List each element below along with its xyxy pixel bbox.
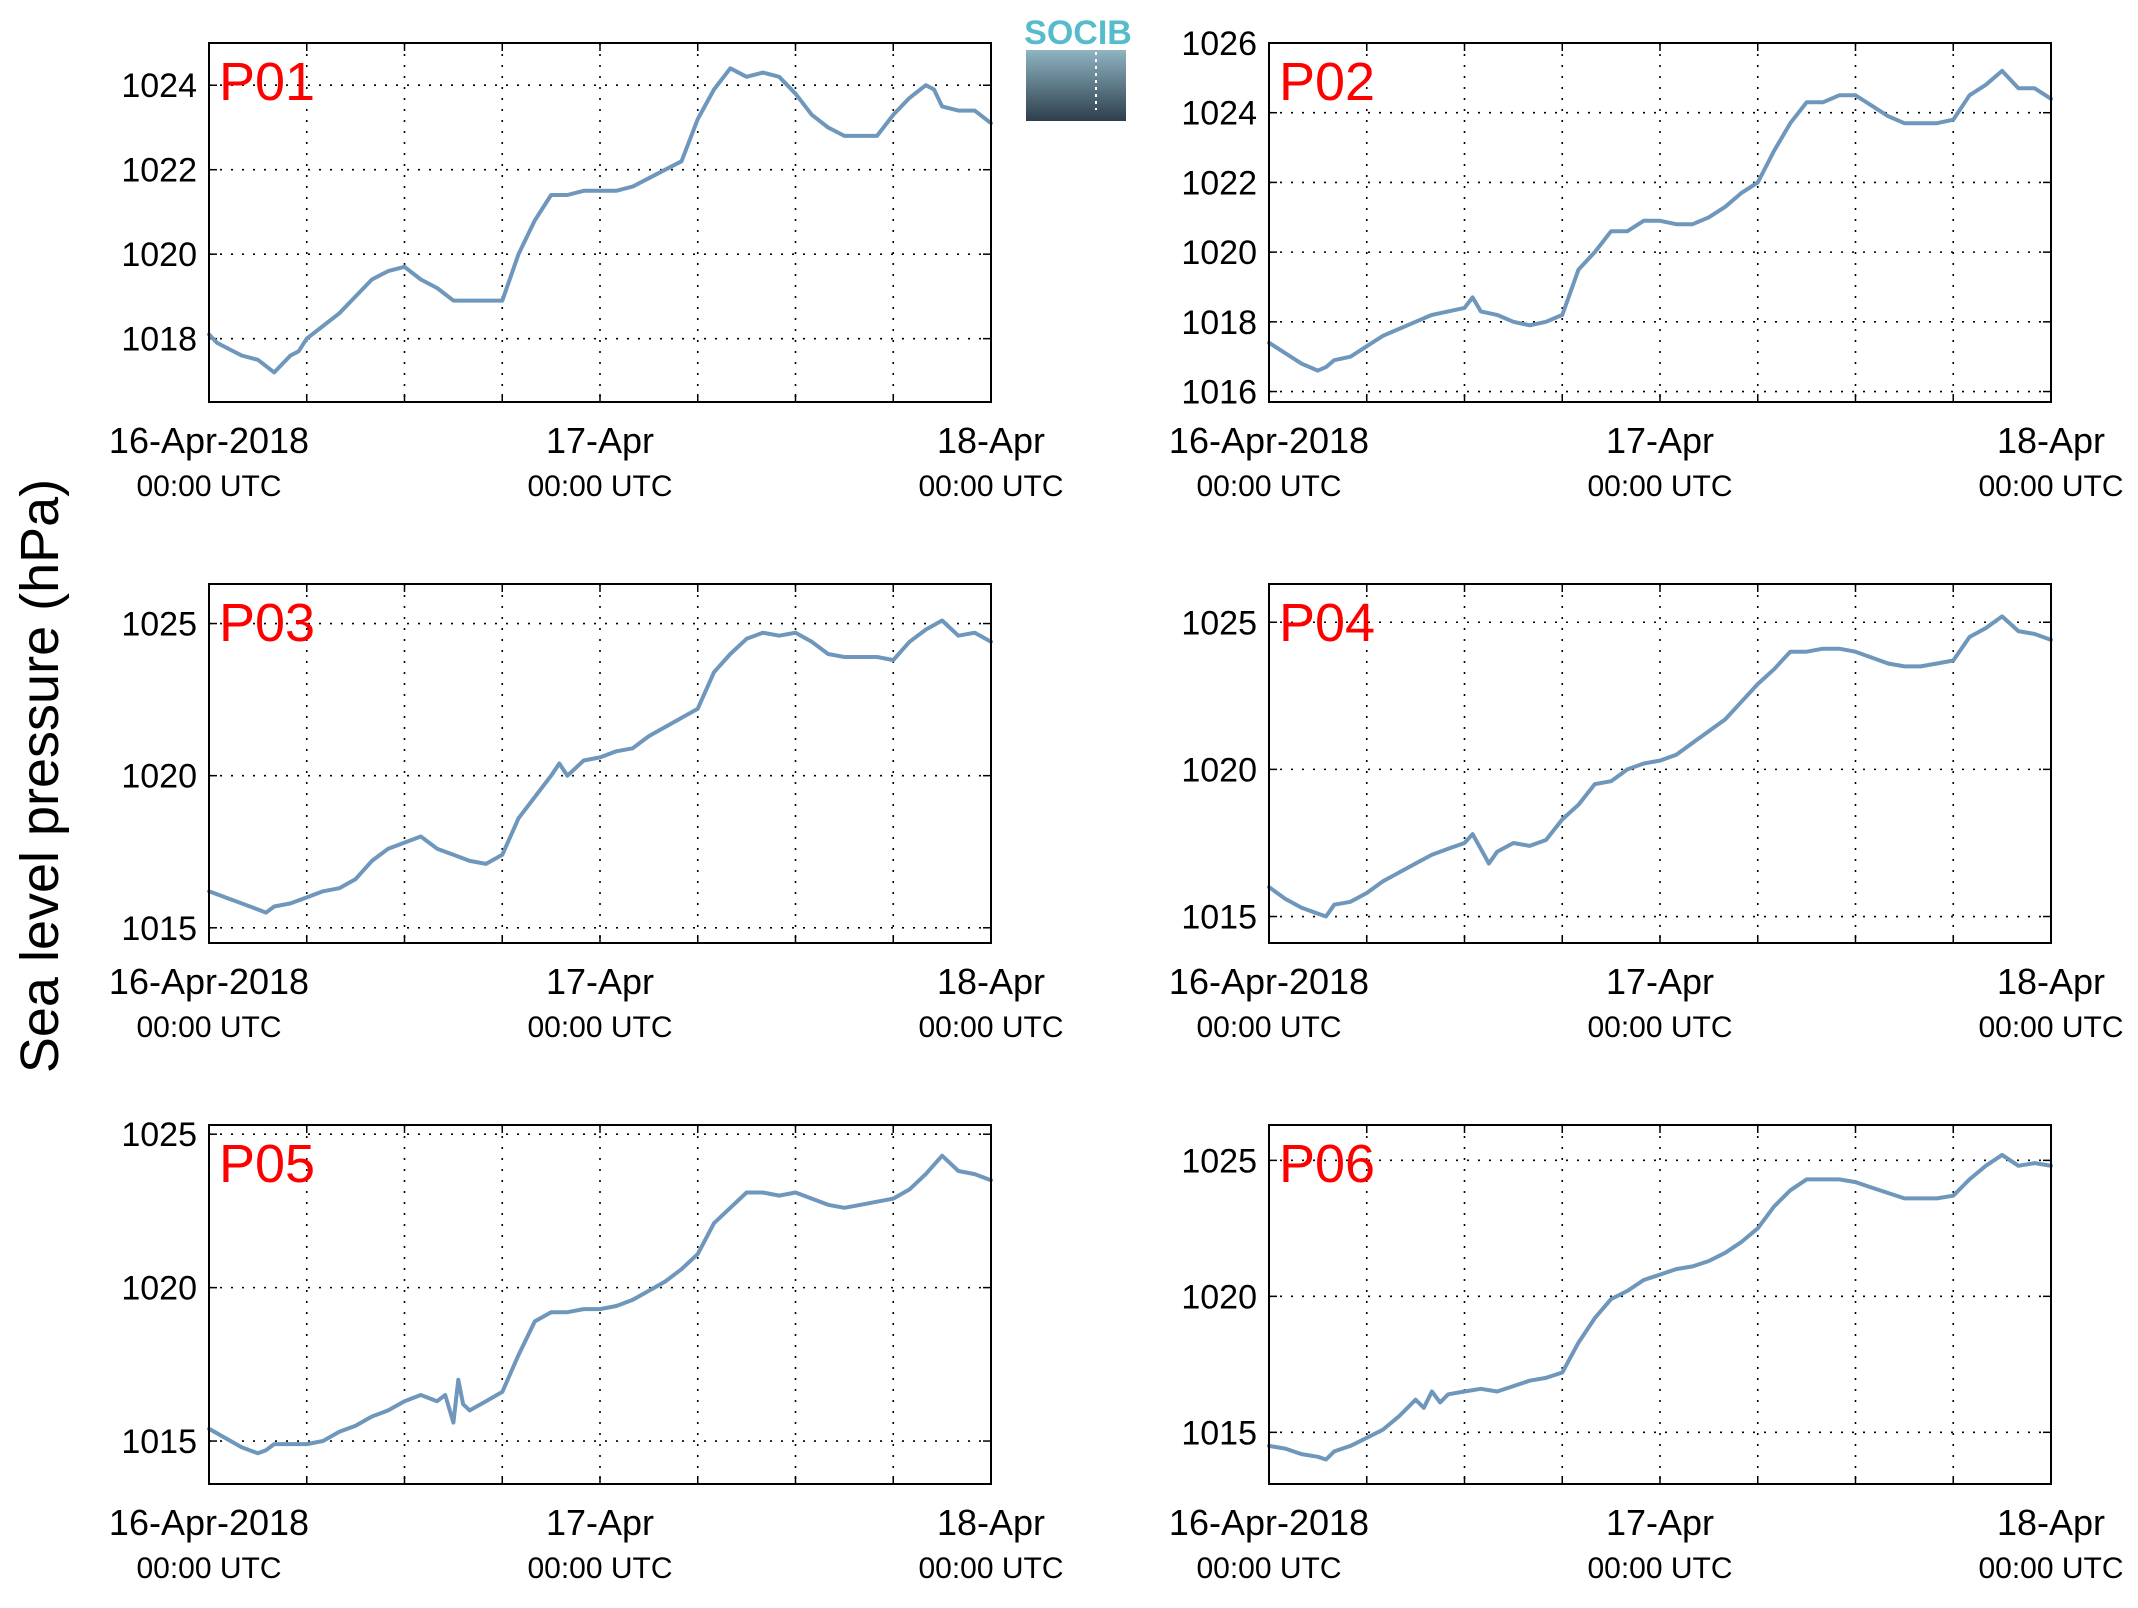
x-tick-sublabel: 00:00 UTC: [1196, 1552, 1341, 1585]
y-tick-label: 1020: [1181, 751, 1257, 789]
x-tick-label: 16-Apr-2018: [109, 1502, 309, 1543]
plot-frame: [208, 583, 992, 944]
x-tick-sublabel: 00:00 UTC: [527, 1011, 672, 1044]
x-tick-label: 17-Apr: [546, 961, 654, 1002]
x-tick-label: 17-Apr: [1606, 1502, 1714, 1543]
y-tick-label: 1015: [1181, 1414, 1257, 1452]
x-tick-sublabel: 00:00 UTC: [918, 1552, 1063, 1585]
x-tick-label: 16-Apr-2018: [1169, 961, 1369, 1002]
x-tick-sublabel: 00:00 UTC: [1587, 1552, 1732, 1585]
plot-frame: [208, 42, 992, 403]
y-tick-label: 1020: [121, 236, 197, 274]
x-tick-label: 16-Apr-2018: [1169, 420, 1369, 461]
socib-logo-block: [1026, 50, 1126, 121]
x-tick-label: 16-Apr-2018: [109, 961, 309, 1002]
y-tick-label: 1020: [1181, 234, 1257, 272]
chart-panel-p02: 1016 1018 1020 1022 1024 1026 16-Apr-2018 00:00…: [1169, 25, 2124, 503]
x-tick-label: 17-Apr: [546, 420, 654, 461]
panel-title: P01: [219, 52, 315, 112]
x-tick-sublabel: 00:00 UTC: [918, 470, 1063, 503]
y-axis-label: Sea level pressure (hPa): [10, 479, 70, 1073]
panel-title: P03: [219, 593, 315, 653]
x-tick-sublabel: 00:00 UTC: [1978, 1011, 2123, 1044]
panel-title: P04: [1279, 593, 1375, 653]
x-tick-sublabel: 00:00 UTC: [136, 1552, 281, 1585]
x-tick-label: 18-Apr: [1997, 1502, 2105, 1543]
x-tick-label: 17-Apr: [546, 1502, 654, 1543]
chart-panel-p06: 1015 1020 1025 16-Apr-2018 00:00 UTC 17-Apr 00…: [1169, 1124, 2124, 1585]
chart-panel-p04: 1015 1020 1025 16-Apr-2018 00:00 UTC 17-Apr 00…: [1169, 583, 2124, 1044]
x-tick-sublabel: 00:00 UTC: [1587, 1011, 1732, 1044]
x-tick-label: 16-Apr-2018: [109, 420, 309, 461]
panel-title: P06: [1279, 1134, 1375, 1194]
x-tick-sublabel: 00:00 UTC: [1978, 470, 2123, 503]
chart-panel-p03: 1015 1020 1025 16-Apr-2018 00:00 UTC 17-Apr 00…: [109, 583, 1064, 1044]
x-tick-label: 18-Apr: [937, 1502, 1045, 1543]
y-tick-label: 1020: [121, 1270, 197, 1308]
chart-panel-p05: 1015 1020 1025 16-Apr-2018 00:00 UTC 17-Apr 00…: [109, 1116, 1064, 1585]
y-tick-label: 1025: [1181, 604, 1257, 642]
x-tick-label: 17-Apr: [1606, 420, 1714, 461]
x-tick-sublabel: 00:00 UTC: [527, 1552, 672, 1585]
x-tick-label: 18-Apr: [937, 420, 1045, 461]
x-tick-sublabel: 00:00 UTC: [136, 470, 281, 503]
y-tick-label: 1015: [121, 1423, 197, 1461]
y-tick-label: 1020: [1181, 1278, 1257, 1316]
series-line: [1267, 1152, 2053, 1462]
y-tick-label: 1015: [121, 910, 197, 948]
series-line: [1267, 614, 2053, 919]
x-tick-label: 18-Apr: [1997, 420, 2105, 461]
x-tick-sublabel: 00:00 UTC: [1196, 470, 1341, 503]
panel-title: P02: [1279, 52, 1375, 112]
x-tick-sublabel: 00:00 UTC: [918, 1011, 1063, 1044]
socib-logo: SOCIB: [1024, 14, 1132, 121]
plot-frame: [208, 1124, 992, 1485]
y-tick-label: 1022: [121, 152, 197, 190]
y-tick-label: 1024: [121, 67, 197, 105]
y-tick-label: 1015: [1181, 899, 1257, 937]
plot-frame: [1268, 583, 2052, 944]
x-tick-sublabel: 00:00 UTC: [136, 1011, 281, 1044]
y-tick-label: 1026: [1181, 25, 1257, 63]
x-tick-label: 16-Apr-2018: [1169, 1502, 1369, 1543]
y-tick-label: 1025: [121, 1116, 197, 1154]
panel-title: P05: [219, 1134, 315, 1194]
x-tick-sublabel: 00:00 UTC: [527, 470, 672, 503]
plot-frame: [1268, 42, 2052, 403]
y-tick-label: 1024: [1181, 95, 1257, 133]
x-tick-label: 17-Apr: [1606, 961, 1714, 1002]
x-tick-sublabel: 00:00 UTC: [1587, 470, 1732, 503]
plot-frame: [1268, 1124, 2052, 1485]
chart-panel-p01: 1018 1020 1022 1024 16-Apr-2018 00:00 UTC 17-A…: [109, 42, 1064, 503]
socib-logo-text: SOCIB: [1024, 14, 1132, 52]
y-tick-label: 1016: [1181, 374, 1257, 412]
series-line: [1267, 68, 2053, 373]
x-tick-label: 18-Apr: [1997, 961, 2105, 1002]
x-tick-sublabel: 00:00 UTC: [1978, 1552, 2123, 1585]
series-line: [207, 66, 993, 375]
x-tick-label: 18-Apr: [937, 961, 1045, 1002]
y-tick-label: 1018: [1181, 304, 1257, 342]
y-tick-label: 1018: [121, 321, 197, 359]
series-line: [207, 618, 993, 915]
y-tick-label: 1025: [121, 606, 197, 644]
y-tick-label: 1022: [1181, 164, 1257, 202]
y-tick-label: 1020: [121, 758, 197, 796]
x-tick-sublabel: 00:00 UTC: [1196, 1011, 1341, 1044]
series-line: [207, 1153, 993, 1456]
y-tick-label: 1025: [1181, 1142, 1257, 1180]
